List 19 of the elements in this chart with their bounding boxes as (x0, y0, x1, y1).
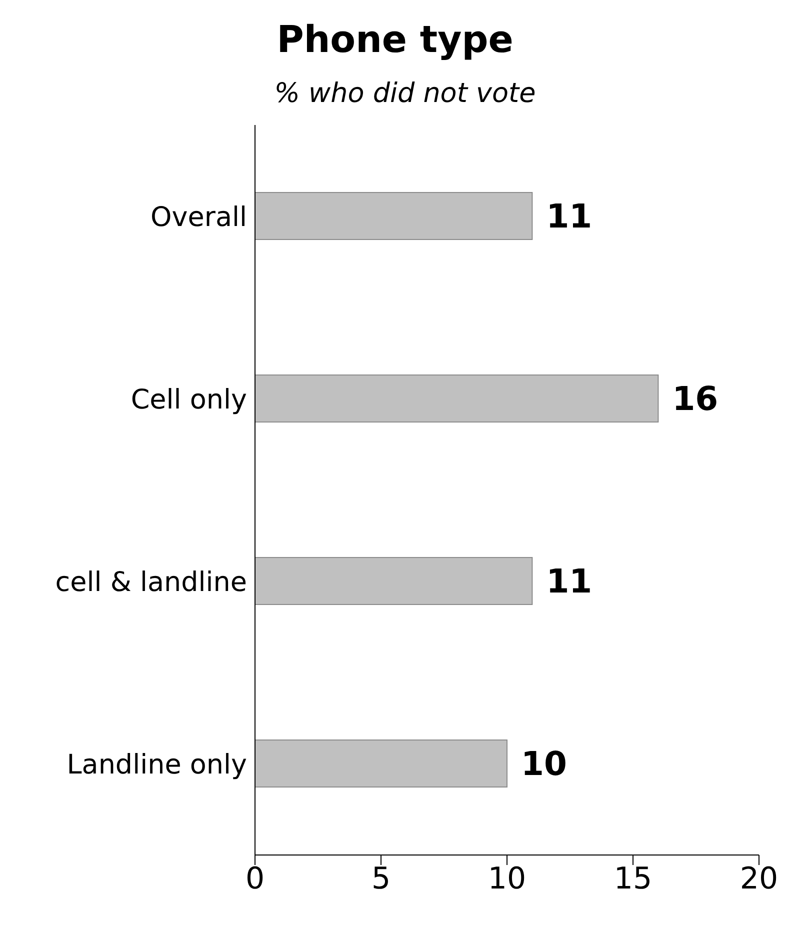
bar (255, 740, 508, 788)
bar (255, 557, 533, 606)
y-tick-label: cell & landline (55, 566, 247, 598)
chart-title: Phone type (276, 18, 514, 61)
x-tick-label: 5 (371, 861, 391, 896)
chart-subtitle: % who did not vote (273, 78, 537, 109)
x-tick-label: 10 (488, 861, 526, 896)
x-tick-label: 20 (740, 861, 778, 896)
x-tick-label: 15 (614, 861, 652, 896)
data-label: 11 (546, 562, 592, 601)
y-tick-label: Cell only (130, 384, 248, 416)
data-label: 10 (521, 744, 567, 784)
y-tick-label: Overall (150, 202, 247, 233)
bar (255, 192, 533, 240)
y-tick-label: Landline only (66, 749, 248, 780)
data-label: 16 (672, 379, 718, 418)
x-tick-label: 0 (245, 861, 265, 896)
data-label: 11 (546, 196, 592, 236)
bar (255, 374, 659, 423)
